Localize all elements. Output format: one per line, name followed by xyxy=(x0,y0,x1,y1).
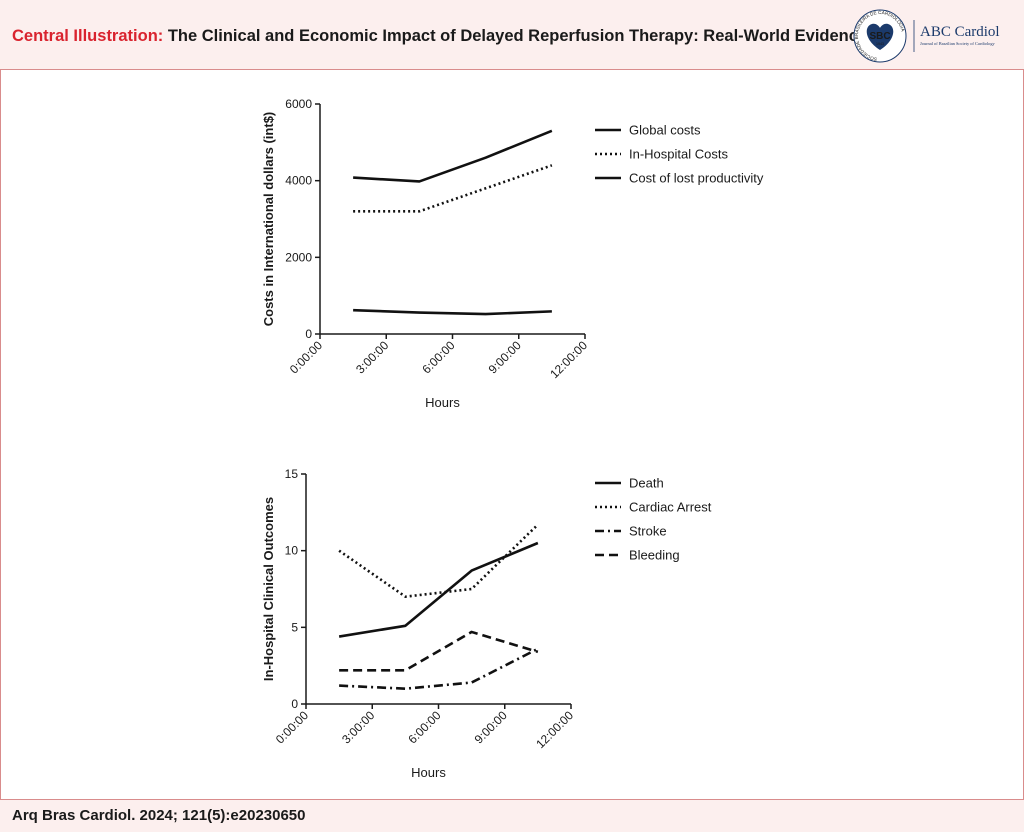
series-line-0 xyxy=(353,129,553,183)
legend-label-2: Cost of lost productivity xyxy=(629,171,764,186)
x-tick-label: 9:00:00 xyxy=(486,338,524,376)
y-tick-label: 15 xyxy=(285,467,299,481)
header-bar: Central Illustration: The Clinical and E… xyxy=(0,0,1024,70)
y-tick-label: 0 xyxy=(305,327,312,341)
legend-label-2: Stroke xyxy=(629,524,667,539)
y-tick-label: 0 xyxy=(291,697,298,711)
x-tick-label: 0:00:00 xyxy=(287,338,325,376)
y-axis-label: In-Hospital Clinical Outcomes xyxy=(261,497,276,681)
series-line-2 xyxy=(339,647,539,690)
x-tick-label: 12:00:00 xyxy=(533,708,576,751)
legend-label-1: In-Hospital Costs xyxy=(629,147,728,162)
x-axis-label: Hours xyxy=(411,765,446,780)
title-main: The Clinical and Economic Impact of Dela… xyxy=(163,27,868,45)
series-line-1 xyxy=(353,164,553,213)
x-tick-label: 3:00:00 xyxy=(339,708,377,746)
legend-label-1: Cardiac Arrest xyxy=(629,500,712,515)
x-tick-label: 6:00:00 xyxy=(405,708,443,746)
y-tick-label: 2000 xyxy=(285,250,312,264)
logo-badge-year: 1943 xyxy=(876,42,884,46)
x-tick-label: 9:00:00 xyxy=(472,708,510,746)
series-line-0 xyxy=(338,541,539,638)
y-tick-label: 10 xyxy=(285,544,299,558)
series-line-2 xyxy=(353,308,552,316)
x-tick-label: 6:00:00 xyxy=(419,338,457,376)
x-tick-label: 3:00:00 xyxy=(353,338,391,376)
y-axis-label: Costs in International dollars (int$) xyxy=(261,112,276,327)
logo-badge-text: SBC xyxy=(869,31,890,42)
series-line-1 xyxy=(338,523,539,598)
sbc-logo: SOCIEDADE BRASILEIRA DE CARDIOLOGIA SBC … xyxy=(853,9,1000,63)
legend-label-0: Death xyxy=(629,476,664,491)
footer-bar: Arq Bras Cardiol. 2024; 121(5):e20230650 xyxy=(0,799,1024,832)
title-prefix: Central Illustration: xyxy=(12,27,164,45)
x-tick-label: 12:00:00 xyxy=(547,338,590,381)
y-tick-label: 5 xyxy=(291,620,298,634)
x-axis-label: Hours xyxy=(425,395,460,410)
series-line-3 xyxy=(339,630,539,672)
x-tick-label: 0:00:00 xyxy=(273,708,311,746)
journal-subtitle: Journal of Brazilian Society of Cardiolo… xyxy=(920,41,996,46)
y-tick-label: 4000 xyxy=(285,174,312,188)
legend-label-3: Bleeding xyxy=(629,548,680,563)
page-title: Central Illustration: The Clinical and E… xyxy=(12,27,867,46)
heart-icon xyxy=(866,23,894,50)
y-tick-label: 6000 xyxy=(285,97,312,111)
charts-canvas: 0 2000 4000 6000 0:00:00 3:00:00 6:00:00 9:00:0… xyxy=(261,97,764,780)
journal-name: ABC Cardiol xyxy=(920,24,1000,40)
citation: Arq Bras Cardiol. 2024; 121(5):e20230650 xyxy=(12,807,306,824)
legend-label-0: Global costs xyxy=(629,123,701,138)
